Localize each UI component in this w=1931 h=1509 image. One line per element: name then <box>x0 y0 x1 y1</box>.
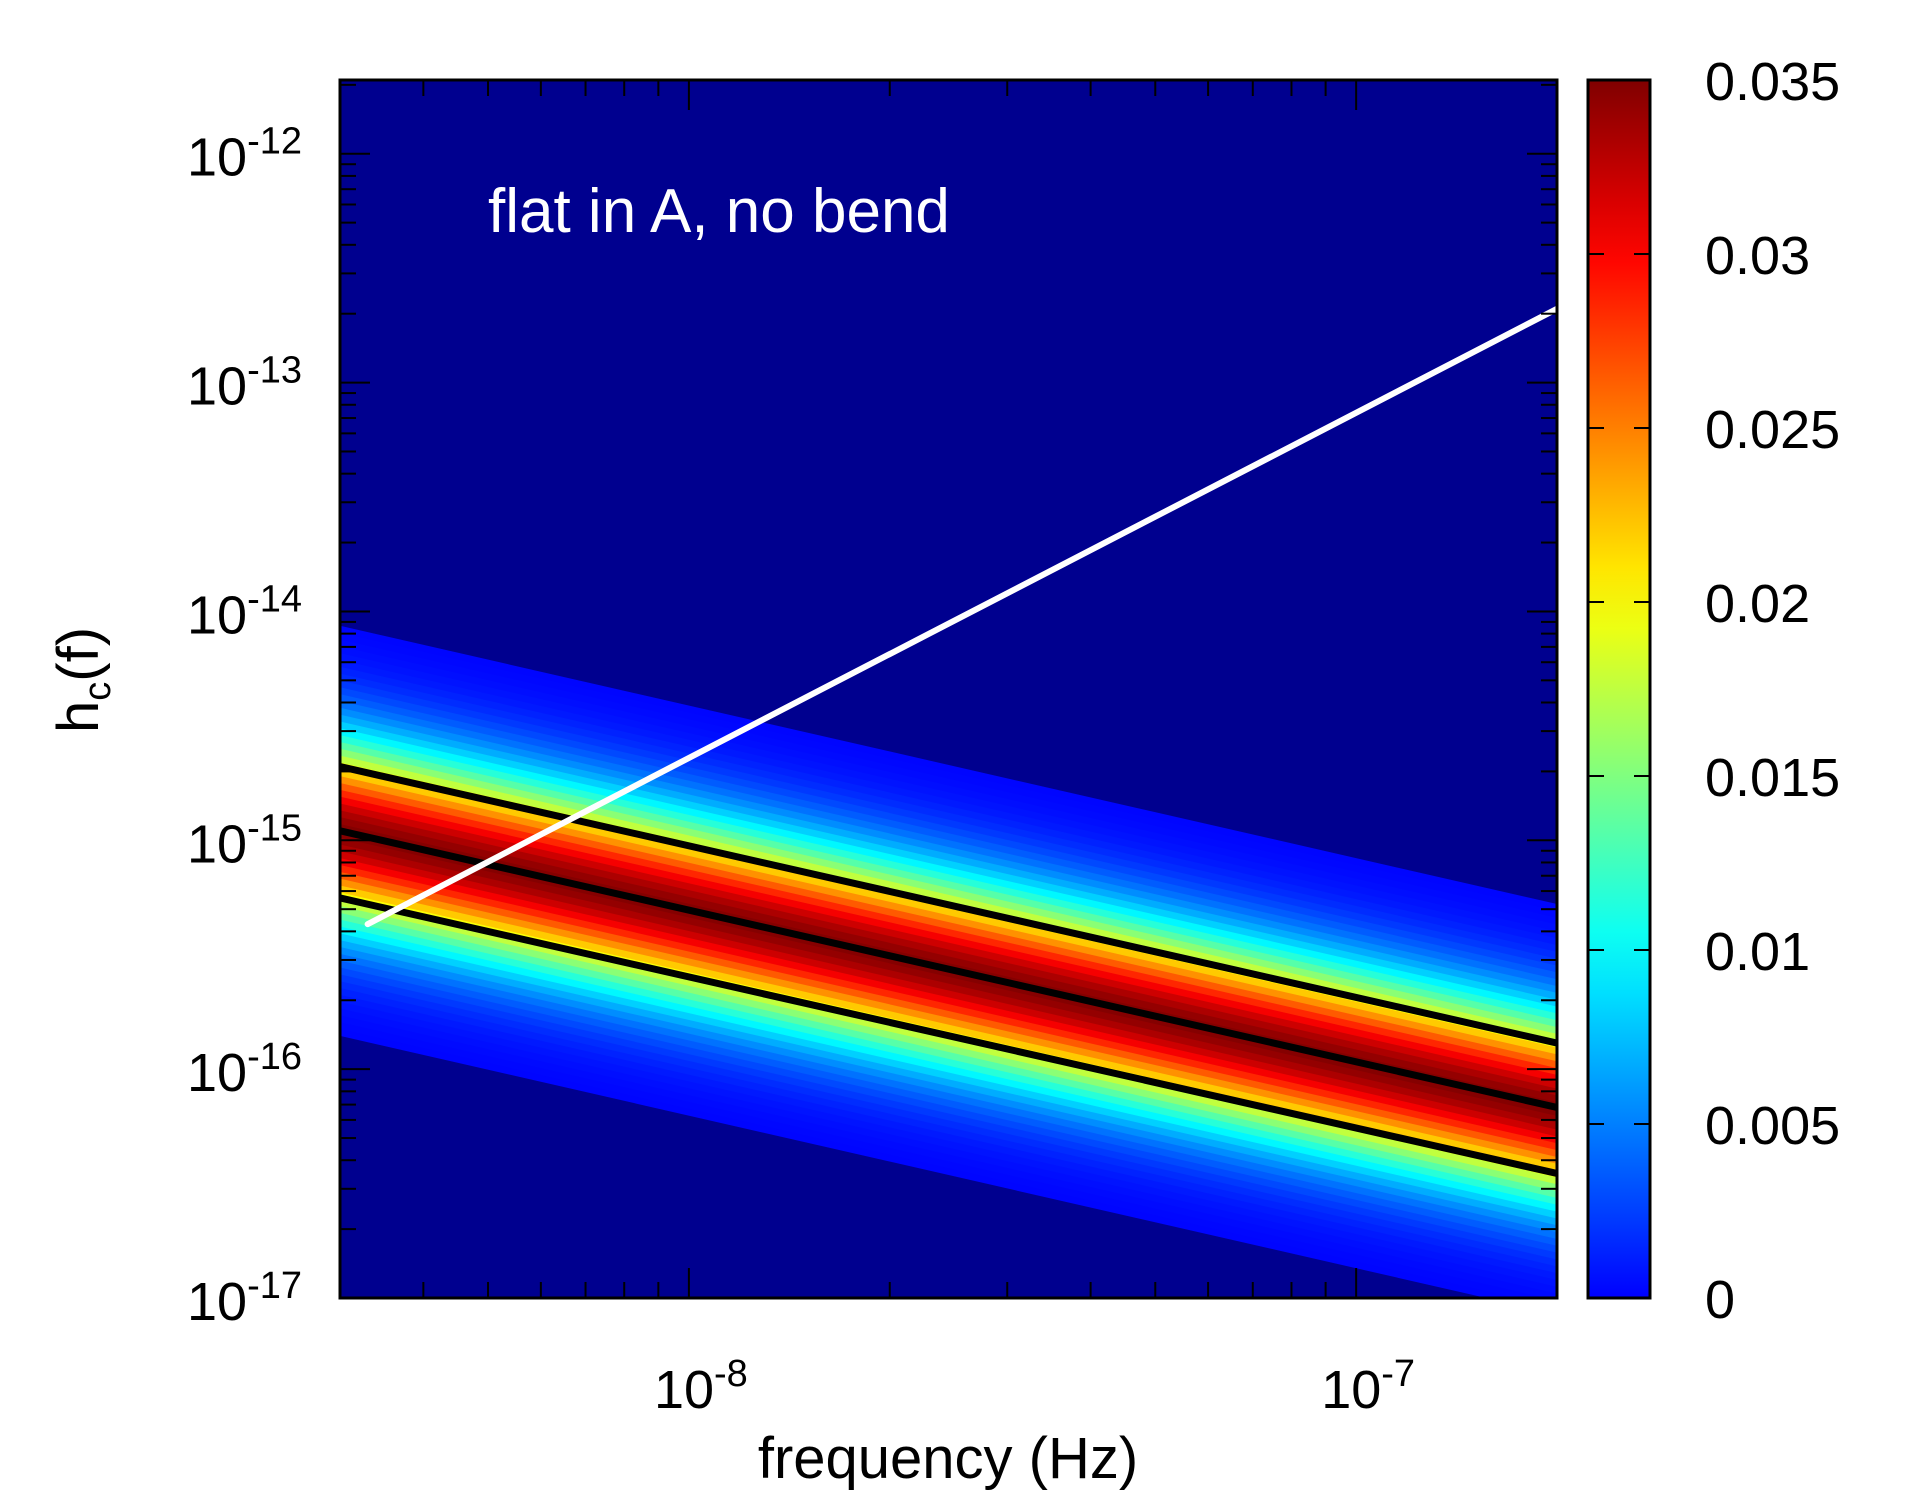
x-tick-label: 10-8 <box>654 1353 748 1420</box>
y-tick-label: 10-14 <box>187 578 302 645</box>
series-group <box>340 305 1557 1177</box>
series-line <box>340 763 1557 1047</box>
colorbar-tick-label: 0.02 <box>1705 574 1810 634</box>
plot-frame <box>338 78 1559 1300</box>
y-tick-label: 10-13 <box>187 350 302 417</box>
colorbar <box>1586 78 1652 1300</box>
colorbar-tick-label: 0.035 <box>1705 52 1840 112</box>
colorbar-ticks: 0 0.005 0.01 0.015 0.02 0.025 0.03 0.035 <box>1588 52 1840 1330</box>
colorbar-tick-label: 0.025 <box>1705 400 1840 460</box>
y-tick-label: 10-17 <box>187 1265 302 1332</box>
y-tick-label: 10-16 <box>187 1036 302 1103</box>
plot-annotation: flat in A, no bend <box>488 177 950 246</box>
series-line <box>364 305 1557 928</box>
colorbar-tick-label: 0.015 <box>1705 748 1840 808</box>
x-tick-labels: 10-8 10-7 <box>654 1353 1415 1420</box>
x-tick-label: 10-7 <box>1321 1353 1415 1420</box>
colorbar-tick-label: 0.005 <box>1705 1096 1840 1156</box>
colorbar-tick-label: 0.01 <box>1705 922 1810 982</box>
x-axis-title: frequency (Hz) <box>758 1426 1138 1491</box>
colorbar-tick-label: 0 <box>1705 1270 1735 1330</box>
y-tick-label: 10-12 <box>187 121 302 188</box>
y-axis-title: hc(f) <box>46 627 119 733</box>
colorbar-tick-label: 0.03 <box>1705 226 1810 286</box>
y-tick-label: 10-15 <box>187 807 302 874</box>
series-line <box>340 827 1557 1111</box>
y-tick-labels: 10-17 10-16 10-15 10-14 10-13 10-12 <box>187 121 302 1332</box>
series-line <box>340 894 1557 1177</box>
